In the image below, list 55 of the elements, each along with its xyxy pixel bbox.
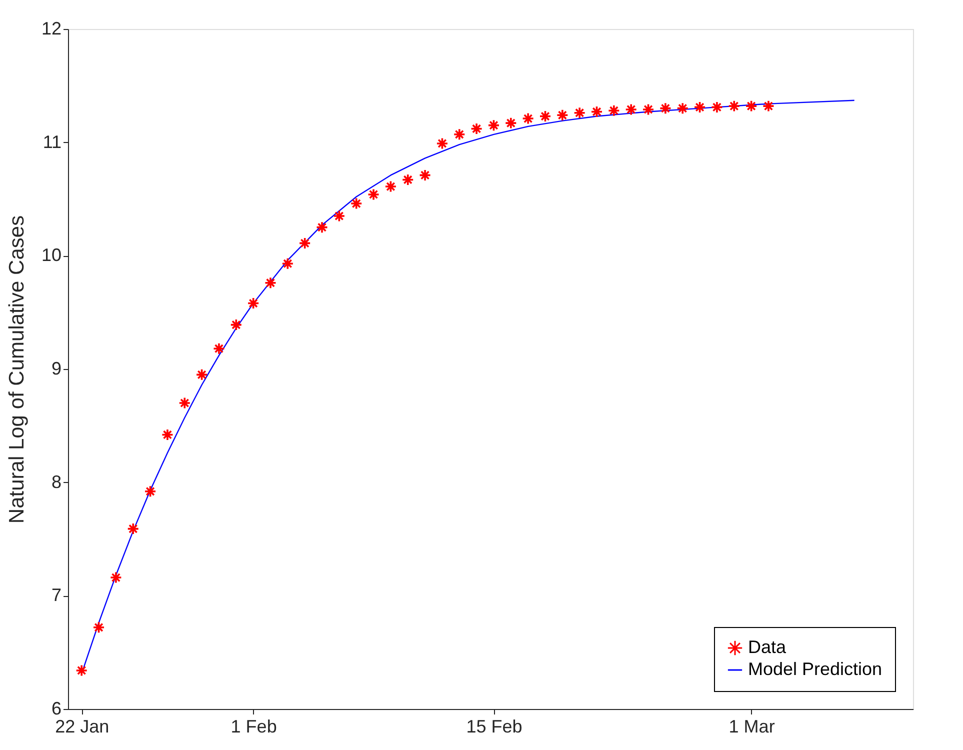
point <box>402 174 414 186</box>
point <box>333 210 346 222</box>
y-tick-label: 7 <box>51 585 62 606</box>
point <box>316 221 328 234</box>
point <box>436 137 448 150</box>
point <box>178 396 191 410</box>
point <box>624 103 638 116</box>
point <box>694 101 706 114</box>
point <box>418 169 432 182</box>
point <box>573 106 586 120</box>
y-tick-label: 10 <box>41 245 62 266</box>
point <box>367 188 380 201</box>
point <box>608 104 620 117</box>
point <box>762 100 775 112</box>
point <box>504 116 518 130</box>
y-axis-title: Natural Log of Cumulative Cases <box>5 215 28 524</box>
point <box>728 100 740 112</box>
point <box>659 102 672 114</box>
point <box>539 110 552 122</box>
point <box>453 128 466 141</box>
point <box>488 119 500 132</box>
point <box>230 318 242 331</box>
legend-label: Model Prediction <box>748 659 882 679</box>
point <box>384 180 397 193</box>
legend-label: Data <box>748 637 788 657</box>
y-tick-label: 8 <box>51 472 62 492</box>
point <box>590 106 603 118</box>
point <box>196 368 208 381</box>
y-tick-label: 11 <box>42 132 62 152</box>
x-tick-label: 1 Mar <box>728 716 775 736</box>
point <box>144 485 156 498</box>
point <box>470 122 483 135</box>
point <box>522 112 534 125</box>
point <box>282 257 294 270</box>
y-tick-label: 12 <box>41 18 62 38</box>
point <box>298 237 311 250</box>
y-tick-label: 6 <box>51 698 62 718</box>
point <box>350 197 362 210</box>
x-tick-label: 22 Jan <box>55 716 110 736</box>
point <box>264 276 277 290</box>
point <box>556 108 569 122</box>
point <box>745 100 758 112</box>
point <box>126 522 140 535</box>
point <box>710 101 724 114</box>
x-tick-label: 1 Feb <box>230 716 277 736</box>
y-tick-label: 9 <box>51 358 62 378</box>
point <box>642 103 654 116</box>
point <box>676 102 689 114</box>
point <box>212 342 226 355</box>
point <box>75 664 88 677</box>
point <box>247 297 260 310</box>
point <box>110 571 122 584</box>
x-tick-label: 15 Feb <box>466 716 522 736</box>
point <box>161 428 174 441</box>
point <box>92 621 105 634</box>
